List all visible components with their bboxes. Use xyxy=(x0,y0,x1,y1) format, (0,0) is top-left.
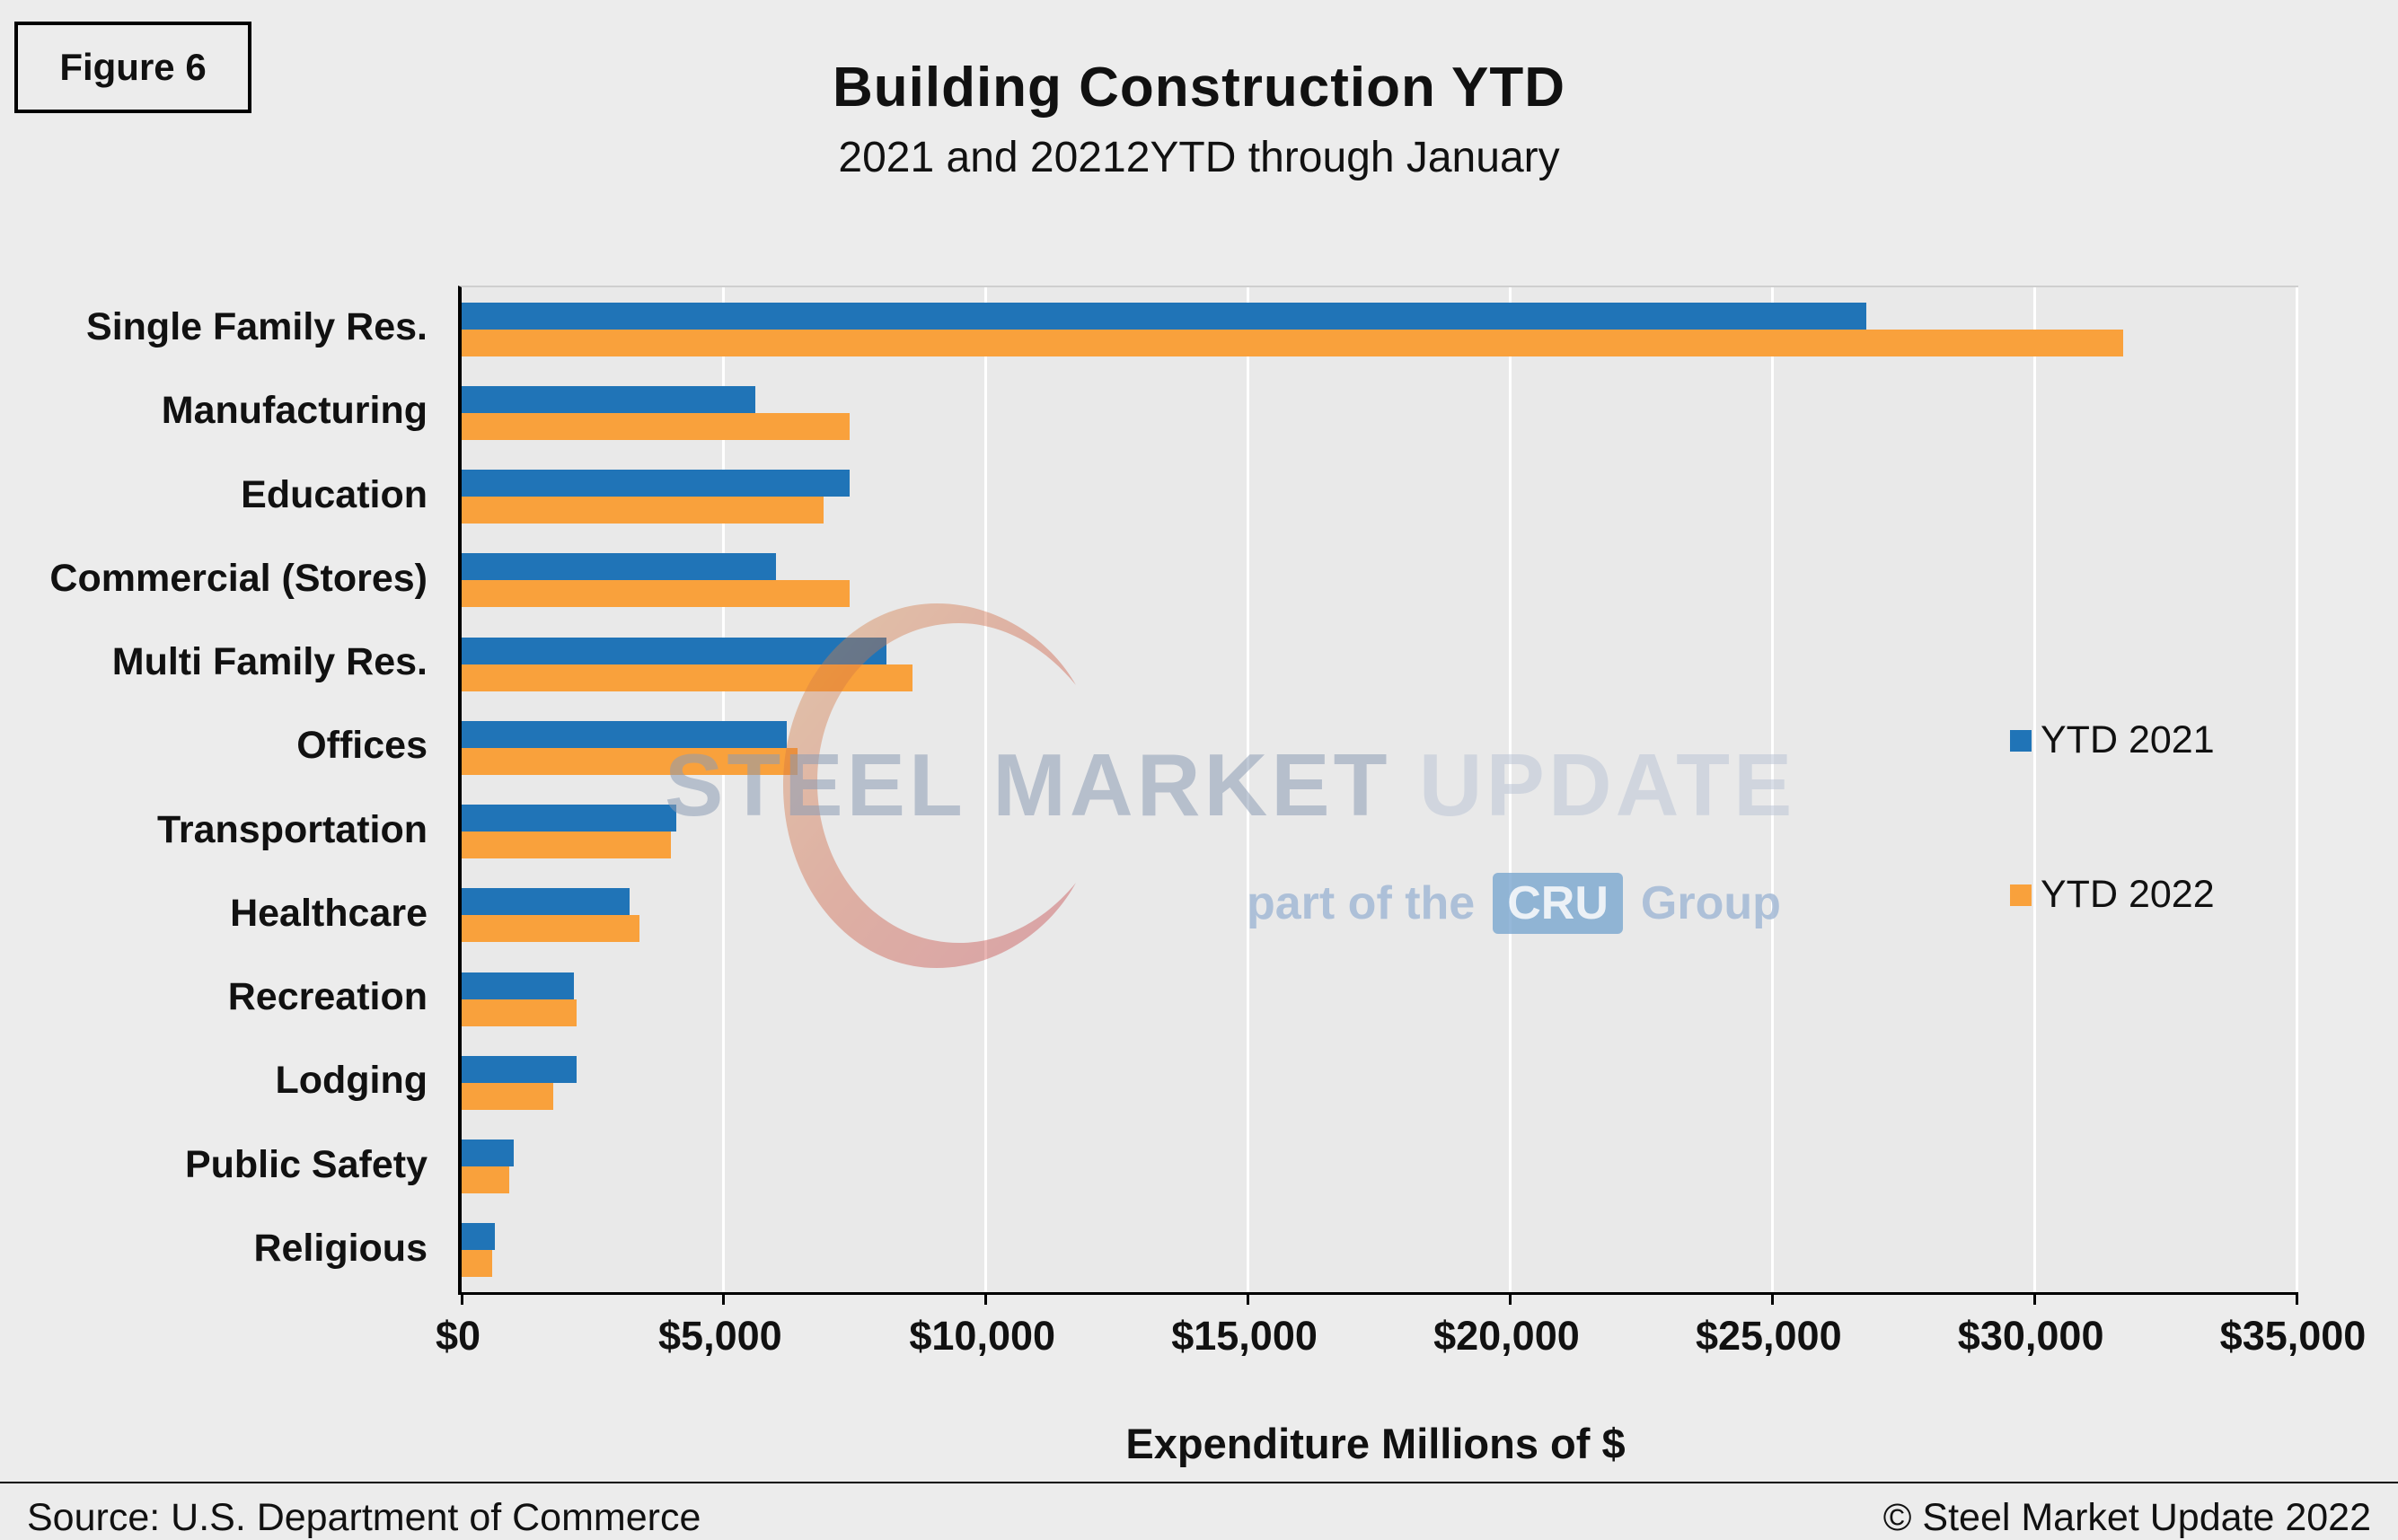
x-axis-tick-label: $5,000 xyxy=(658,1313,782,1359)
bar-ytd-2022 xyxy=(462,329,2124,356)
copyright-notice: © Steel Market Update 2022 xyxy=(1882,1496,2371,1539)
gridline xyxy=(1247,287,1250,1292)
bar-ytd-2021 xyxy=(462,470,850,497)
legend-label: YTD 2022 xyxy=(2041,873,2215,916)
bar-ytd-2021 xyxy=(462,972,575,999)
bar-ytd-2021 xyxy=(462,805,677,832)
gridline xyxy=(1508,287,1512,1292)
bar-ytd-2021 xyxy=(462,1055,577,1083)
x-axis-tick-mark xyxy=(1770,1292,1774,1305)
gridline xyxy=(2295,287,2298,1292)
category-label: Recreation xyxy=(227,975,428,1019)
bar-ytd-2021 xyxy=(462,302,1867,330)
category-label: Education xyxy=(241,472,428,516)
bar-ytd-2022 xyxy=(462,412,850,440)
legend-marker-icon xyxy=(2010,729,2032,752)
bar-ytd-2022 xyxy=(462,1250,492,1278)
bar-ytd-2022 xyxy=(462,497,824,524)
bar-ytd-2021 xyxy=(462,385,755,413)
bar-ytd-2021 xyxy=(462,1223,496,1251)
figure-number-box: Figure 6 xyxy=(14,22,251,113)
bar-ytd-2022 xyxy=(462,747,798,775)
gridline xyxy=(984,287,988,1292)
gridline xyxy=(2032,287,2036,1292)
x-axis-tick-mark xyxy=(2295,1292,2298,1305)
bar-ytd-2022 xyxy=(462,999,577,1026)
x-axis-tick-mark xyxy=(1508,1292,1512,1305)
bar-ytd-2021 xyxy=(462,637,886,664)
bar-ytd-2021 xyxy=(462,1140,515,1167)
category-label: Transportation xyxy=(156,807,428,851)
bar-ytd-2021 xyxy=(462,888,630,916)
legend-item: YTD 2022 xyxy=(2010,873,2215,917)
category-label: Offices xyxy=(296,724,428,768)
x-axis-tick-label: $0 xyxy=(435,1313,481,1359)
plot-area xyxy=(458,286,2298,1305)
legend-label: YTD 2021 xyxy=(2041,718,2215,761)
category-label: Multi Family Res. xyxy=(111,640,428,684)
x-axis-tick-mark xyxy=(984,1292,988,1305)
bar-ytd-2021 xyxy=(462,720,787,748)
gridline xyxy=(1770,287,1774,1292)
x-axis-tick-label: $20,000 xyxy=(1433,1313,1580,1359)
x-axis-tick-mark xyxy=(460,1292,463,1305)
chart-subtitle: 2021 and 20212YTD through January xyxy=(838,134,1560,181)
chart-title: Building Construction YTD xyxy=(832,57,1565,119)
x-axis-tick-label: $30,000 xyxy=(1957,1313,2104,1359)
source-credit: Source: U.S. Department of Commerce xyxy=(27,1496,701,1539)
category-label: Religious xyxy=(253,1226,428,1270)
bar-ytd-2022 xyxy=(462,1166,509,1194)
bar-ytd-2022 xyxy=(462,915,640,943)
bar-ytd-2021 xyxy=(462,553,777,581)
category-label: Healthcare xyxy=(230,891,428,935)
x-axis-title: Expenditure Millions of $ xyxy=(1125,1420,1626,1467)
x-axis-tick-label: $15,000 xyxy=(1171,1313,1318,1359)
x-axis-tick-mark xyxy=(722,1292,726,1305)
bar-ytd-2022 xyxy=(462,580,850,608)
category-label: Commercial (Stores) xyxy=(49,556,428,600)
legend-item: YTD 2021 xyxy=(2010,718,2215,762)
category-label: Manufacturing xyxy=(161,389,428,433)
x-axis-tick-mark xyxy=(1247,1292,1250,1305)
bar-ytd-2022 xyxy=(462,664,912,691)
category-label: Single Family Res. xyxy=(86,305,428,349)
category-label: Public Safety xyxy=(184,1142,428,1186)
x-axis-tick-label: $25,000 xyxy=(1695,1313,1842,1359)
bar-ytd-2022 xyxy=(462,832,672,859)
legend-marker-icon xyxy=(2010,884,2032,906)
bar-ytd-2022 xyxy=(462,1082,554,1110)
x-axis-tick-label: $35,000 xyxy=(2219,1313,2367,1359)
x-axis-tick-mark xyxy=(2032,1292,2036,1305)
y-axis-category-labels: Single Family Res. Manufacturing Education… xyxy=(0,286,442,1290)
x-axis-tick-label: $10,000 xyxy=(909,1313,1056,1359)
gridline xyxy=(722,287,726,1292)
category-label: Lodging xyxy=(275,1059,428,1103)
footer-divider xyxy=(0,1482,2398,1483)
figure-number-label: Figure 6 xyxy=(59,46,207,88)
